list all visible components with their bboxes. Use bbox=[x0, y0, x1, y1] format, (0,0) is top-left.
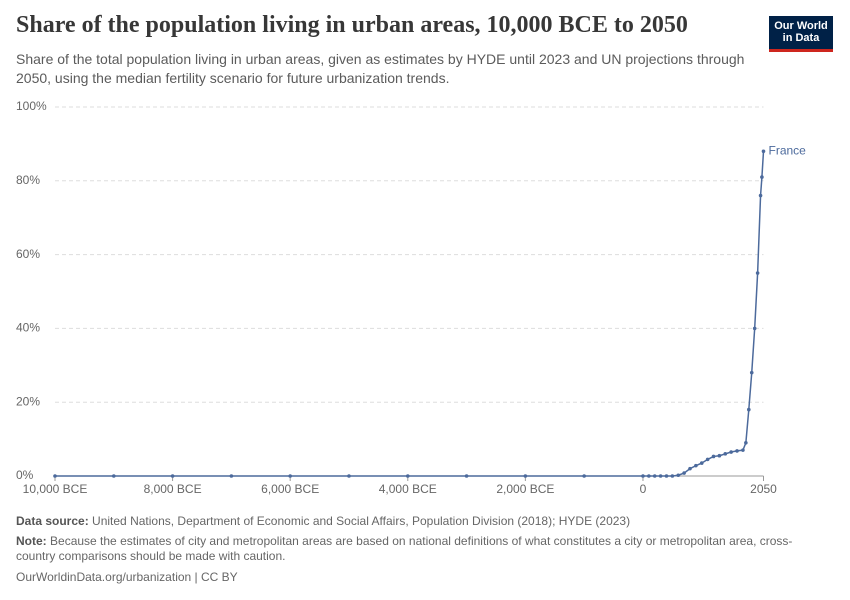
source: Data source: United Nations, Department … bbox=[16, 514, 826, 529]
point bbox=[347, 474, 351, 478]
point bbox=[229, 474, 234, 478]
line bbox=[55, 151, 765, 477]
x-tick-label: 2,000 BCE bbox=[496, 482, 554, 496]
point bbox=[405, 474, 410, 478]
logo-line: in Data bbox=[782, 32, 820, 44]
point bbox=[523, 474, 528, 478]
point bbox=[729, 450, 733, 454]
logo[interactable]: Our World in Data bbox=[769, 16, 833, 52]
y-tick-label: 100% bbox=[16, 99, 47, 113]
point bbox=[752, 326, 757, 331]
point bbox=[717, 453, 722, 458]
point bbox=[761, 149, 766, 154]
point bbox=[758, 193, 763, 198]
point bbox=[741, 448, 745, 452]
note-text: Because the estimates of city and metrop… bbox=[16, 534, 793, 563]
point bbox=[670, 474, 675, 478]
x-tick-label: 10,000 BCE bbox=[23, 482, 88, 496]
point bbox=[582, 474, 586, 478]
source-label: Data source: bbox=[16, 514, 89, 528]
title: Share of the population living in urban … bbox=[16, 12, 688, 38]
point bbox=[288, 474, 292, 478]
point bbox=[749, 370, 754, 375]
note: Note: Because the estimates of city and … bbox=[16, 534, 826, 564]
point bbox=[694, 463, 698, 468]
source-text: United Nations, Department of Economic a… bbox=[92, 514, 631, 528]
point bbox=[747, 407, 751, 412]
point bbox=[755, 271, 760, 275]
series-label: France bbox=[769, 143, 807, 157]
y-tick-label: 20% bbox=[16, 394, 40, 408]
point bbox=[676, 473, 681, 478]
point bbox=[723, 452, 728, 456]
x-tick-label: 6,000 BCE bbox=[261, 482, 319, 496]
y-tick-label: 0% bbox=[16, 468, 34, 482]
point bbox=[760, 175, 764, 179]
point bbox=[664, 474, 669, 478]
logo-line: Our World bbox=[774, 20, 828, 32]
x-tick-label: 2050 bbox=[750, 482, 777, 496]
point bbox=[652, 474, 657, 478]
point bbox=[647, 474, 651, 478]
y-tick-label: 80% bbox=[16, 173, 40, 187]
point bbox=[464, 474, 469, 478]
url[interactable]: OurWorldinData.org/urbanization | CC BY bbox=[16, 570, 238, 584]
point bbox=[170, 474, 175, 478]
y-tick-label: 60% bbox=[16, 247, 40, 261]
chart: 0% 20% 40% 60% 80% 100% 10,000 BCE 8,000 BCE 6,0… bbox=[16, 99, 807, 496]
point bbox=[641, 474, 645, 478]
point bbox=[688, 466, 692, 471]
x-tick-label: 4,000 BCE bbox=[379, 482, 437, 496]
point bbox=[711, 454, 716, 459]
point bbox=[658, 474, 663, 478]
point bbox=[744, 440, 748, 445]
x-tick-label: 8,000 BCE bbox=[144, 482, 202, 496]
point bbox=[735, 449, 739, 453]
subtitle: Share of the total population living in … bbox=[16, 51, 745, 86]
y-tick-label: 40% bbox=[16, 321, 40, 335]
point bbox=[699, 461, 704, 465]
x-tick-label: 0 bbox=[640, 482, 647, 496]
note-label: Note: bbox=[16, 534, 47, 548]
point bbox=[682, 471, 686, 475]
point bbox=[53, 474, 57, 478]
point bbox=[111, 474, 116, 478]
point bbox=[705, 457, 710, 462]
